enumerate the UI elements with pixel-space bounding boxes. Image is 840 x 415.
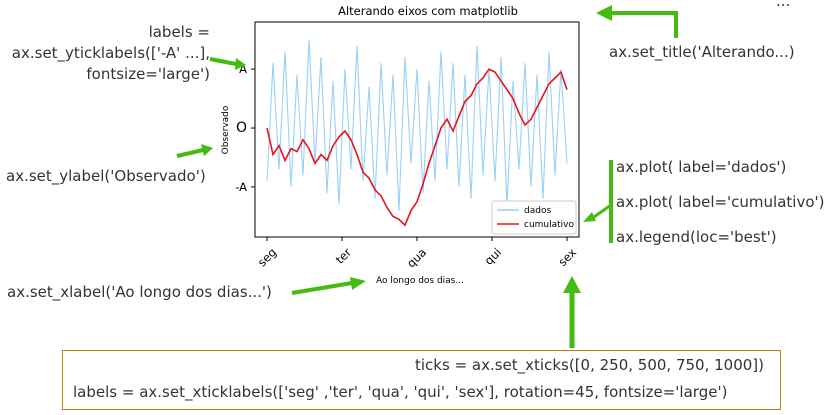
annotation-title: ax.set_title('Alterando...) — [609, 43, 795, 61]
y-tick-label: O — [236, 120, 247, 136]
arrow-legend — [593, 203, 612, 219]
x-tick-label: seg — [255, 245, 279, 269]
x-tick-label: qua — [404, 245, 429, 270]
y-axis-label: Observado — [221, 105, 231, 154]
annotation-yticklabels-line2: ax.set_yticklabels(['-A' ...], — [11, 44, 210, 62]
chart-title: Alterando eixos com matplotlib — [338, 4, 518, 18]
annotation-yticklabels-line3: fontsize='large') — [86, 65, 210, 83]
annotation-ylabel: ax.set_ylabel('Observado') — [6, 167, 206, 185]
arrow-yticklabels-head — [235, 58, 246, 70]
arrow-yticklabels — [209, 57, 237, 66]
legend-label-dados: dados — [524, 206, 551, 216]
x-tick-label: ter — [333, 245, 355, 267]
y-tick-label: -A — [235, 180, 247, 194]
annotation-xlabel: ax.set_xlabel('Ao longo dos dias...') — [7, 283, 272, 301]
annotation-plot-dados: ax.plot( label='dados') — [616, 158, 787, 176]
series-dados-line — [266, 39, 568, 211]
arrow-xticks-head — [563, 276, 581, 293]
arrow-xlabel-head — [350, 277, 366, 290]
y-tick-label: A — [239, 62, 247, 76]
annotation-yticklabels-line1: labels = — [148, 23, 210, 41]
x-tick-label: sex — [555, 245, 579, 269]
x-tick-label: qui — [482, 245, 504, 267]
annotation-yticklabels: labels = ax.set_yticklabels(['-A' ...], … — [12, 22, 210, 85]
chart-legend: dados cumulativo — [491, 200, 577, 235]
series-cumulativo-line — [266, 68, 568, 227]
annotation-legend: ax.legend(loc='best') — [616, 228, 777, 246]
y-axis-ticks: -A O A — [235, 62, 255, 194]
ellipsis-text: ... — [776, 0, 791, 10]
arrow-ylabel — [176, 148, 204, 158]
annotation-arrows — [176, 5, 678, 348]
annotation-xticklabels: labels = ax.set_xticklabels(['seg' ,'ter… — [73, 383, 728, 401]
annotation-xticks: ticks = ax.set_xticks([0, 250, 500, 750,… — [415, 356, 764, 374]
x-axis-ticks: seg ter qua qui sex — [255, 237, 579, 270]
arrow-legend-head — [583, 212, 596, 222]
xticks-code-box: ticks = ax.set_xticks([0, 250, 500, 750,… — [62, 350, 781, 410]
legend-label-cumulativo: cumulativo — [524, 220, 574, 230]
arrow-title-bracket — [612, 11, 678, 38]
arrow-ylabel-head — [201, 144, 213, 156]
x-axis-label: Ao longo dos dias... — [376, 276, 464, 286]
series-area — [266, 39, 568, 227]
arrow-xlabel — [291, 281, 353, 295]
arrow-title-head — [596, 5, 612, 21]
annotation-plot-cumulativo: ax.plot( label='cumulativo') — [616, 193, 825, 211]
